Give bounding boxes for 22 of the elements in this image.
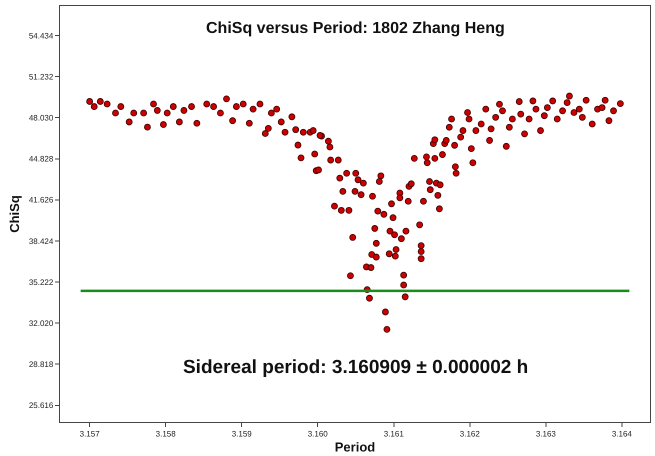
x-axis-title: Period [334, 439, 376, 454]
x-tick-label: 3.158 [156, 430, 176, 439]
x-tick-label: 3.157 [80, 430, 100, 439]
x-tick-label: 3.162 [460, 430, 480, 439]
y-tick-label: 35.222 [28, 278, 54, 287]
y-tick-label: 51.232 [28, 72, 54, 82]
y-tick-label: 44.828 [28, 154, 54, 164]
y-tick-label: 41.626 [28, 196, 54, 205]
y-tick-label: 32.020 [28, 318, 54, 328]
y-tick-label: 28.818 [28, 360, 54, 369]
y-tick-label: 48.030 [28, 114, 54, 123]
annotation: Sidereal period: 3.160909 ± 0.000002 h [183, 357, 528, 378]
x-tick-label: 3.164 [612, 430, 632, 439]
y-tick-label: 25.616 [28, 401, 54, 410]
x-tick-label: 3.163 [536, 430, 556, 439]
x-tick-label: 3.159 [232, 430, 252, 439]
text: ChiSq versus Period: 1802 Zhang Heng [206, 20, 505, 37]
y-tick-label: 38.424 [28, 236, 54, 246]
y-axis-title: ChiSq [6, 195, 22, 233]
x-tick-label: 3.160 [308, 430, 328, 439]
x-tick-label: 3.161 [384, 430, 404, 439]
y-tick-label: 54.434 [28, 31, 54, 40]
